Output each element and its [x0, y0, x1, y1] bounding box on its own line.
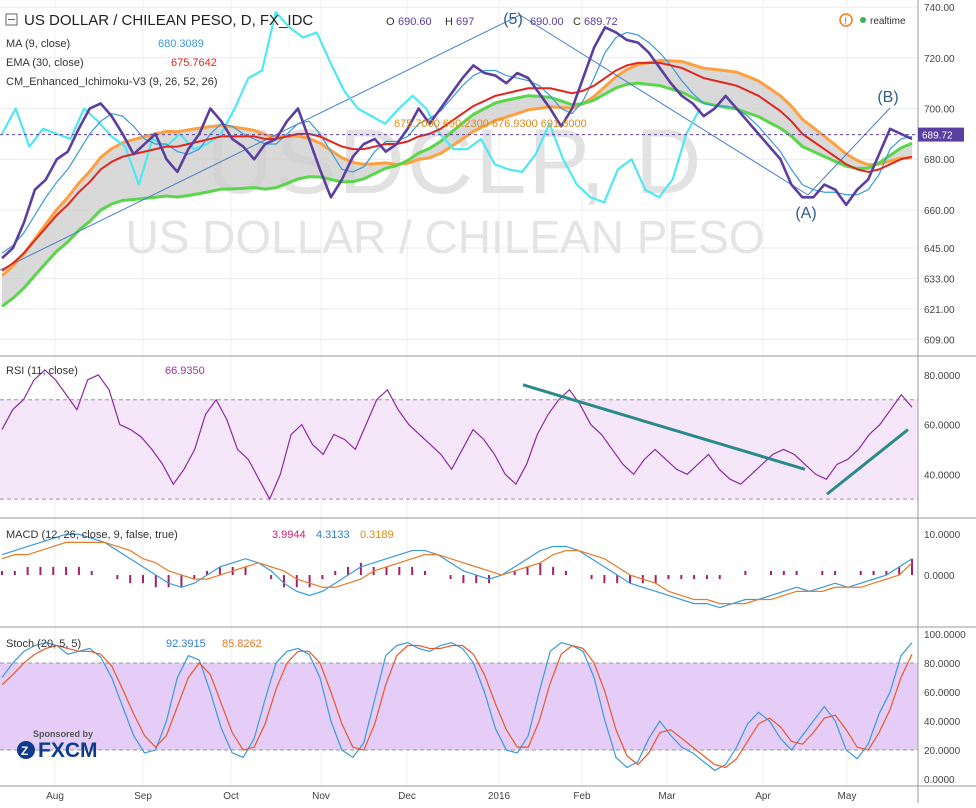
macd-value: 0.3189 [360, 529, 394, 541]
rsi-value: 66.9350 [165, 365, 205, 377]
price-y-tick: 720.00 [924, 54, 955, 65]
ohlc-c-label: C [573, 16, 581, 28]
price-y-tick: 609.00 [924, 335, 955, 346]
y-tick: 10.0000 [924, 530, 961, 541]
x-tick: Aug [46, 791, 64, 802]
ohlc-o-label: O [386, 16, 395, 28]
x-tick: Oct [223, 791, 239, 802]
series-ema [1, 61, 913, 272]
band-fill [0, 662, 918, 751]
indicator-label: MA (9, close) [6, 38, 70, 50]
x-tick: May [838, 791, 857, 802]
macd-label: MACD (12, 26, close, 9, false, true) [6, 529, 178, 541]
price-y-tick: 680.00 [924, 155, 955, 166]
last-price-text: 689.72 [922, 131, 953, 142]
y-tick: 100.0000 [924, 630, 966, 641]
price-y-tick: 633.00 [924, 274, 955, 285]
ohlc-h-label: H [445, 16, 453, 28]
price-trendline [519, 14, 809, 196]
x-tick: Nov [312, 791, 330, 802]
wave-label: (B) [877, 89, 898, 106]
sponsor-line2: FXCM [38, 739, 98, 762]
price-trendline [807, 107, 891, 196]
rsi-line [1, 369, 913, 501]
series-price [1, 26, 913, 260]
y-tick: 0.0000 [924, 571, 955, 582]
y-tick: 60.0000 [924, 688, 961, 699]
x-tick: Mar [658, 791, 676, 802]
macd-line [1, 541, 913, 605]
rsi-trendline [826, 428, 909, 496]
y-tick: 60.0000 [924, 421, 961, 432]
band-fill [0, 399, 918, 500]
svg-text:Z: Z [21, 744, 28, 758]
stoch-line [1, 644, 913, 769]
ohlc-o-value: 690.60 [398, 16, 432, 28]
indicator-value: 680.3089 [158, 38, 204, 50]
price-y-tick: 621.00 [924, 305, 955, 316]
stoch-value: 85.8262 [222, 638, 262, 650]
y-tick: 80.0000 [924, 659, 961, 670]
x-tick: 2016 [488, 791, 511, 802]
y-tick: 40.0000 [924, 470, 961, 481]
indicator-value: 675.7642 [171, 57, 217, 69]
stoch-value: 92.3915 [166, 638, 206, 650]
price-legend: US DOLLAR / CHILEAN PESO, D, FX_IDC O 69… [5, 12, 906, 29]
alert-icon[interactable] [839, 13, 853, 27]
ichimoku-cloud [2, 60, 912, 307]
rsi-trendline [522, 383, 806, 471]
wave-label: (A) [795, 205, 816, 222]
price-trendline [0, 14, 521, 271]
series-chikou [1, 11, 701, 204]
x-tick: Sep [134, 791, 152, 802]
watermark-name: US DOLLAR / CHILEAN PESO [125, 211, 764, 263]
x-tick: Feb [573, 791, 591, 802]
y-tick: 80.0000 [924, 371, 961, 382]
fxcm-logo-icon [17, 741, 35, 759]
y-tick: 40.0000 [924, 717, 961, 728]
ichimoku-span-b [1, 81, 913, 308]
last-price-badge [918, 127, 964, 142]
wave-label: (5) [503, 11, 523, 28]
price-y-tick: 740.00 [924, 3, 955, 14]
ohlc-l-value: 690.00 [530, 16, 564, 28]
indicator-value: 675.7000 690.2300 676.9300 691.6000 [394, 118, 587, 130]
realtime-dot-icon [860, 17, 866, 23]
indicator-label: EMA (30, close) [6, 57, 84, 69]
macd-value: 4.3133 [316, 529, 350, 541]
collapse-icon[interactable] [5, 13, 18, 26]
sponsor-line1: Sponsored by [33, 729, 93, 739]
price-y-tick: 660.00 [924, 206, 955, 217]
series-ma [1, 31, 913, 254]
rsi-label: RSI (11, close) [6, 365, 78, 377]
ohlc-h-value: 697 [456, 16, 474, 28]
x-tick: Dec [398, 791, 416, 802]
macd-value: 3.9944 [272, 529, 306, 541]
price-y-tick: 645.00 [924, 244, 955, 255]
price-y-tick: 700.00 [924, 105, 955, 116]
stoch-label: Stoch (20, 5, 5) [6, 638, 81, 650]
realtime-label: realtime [870, 16, 906, 27]
y-tick: 20.0000 [924, 746, 961, 757]
indicator-label: CM_Enhanced_Ichimoku-V3 (9, 26, 52, 26) [6, 76, 218, 88]
x-tick: Apr [755, 791, 771, 802]
chart-title: US DOLLAR / CHILEAN PESO, D, FX_IDC [24, 12, 313, 29]
sponsor-logo: Sponsored by Z FXCM [17, 729, 98, 762]
macd-line [1, 533, 913, 609]
svg-text:!: ! [844, 16, 847, 26]
y-tick: 0.0000 [924, 775, 955, 786]
ohlc-c-value: 689.72 [584, 16, 618, 28]
